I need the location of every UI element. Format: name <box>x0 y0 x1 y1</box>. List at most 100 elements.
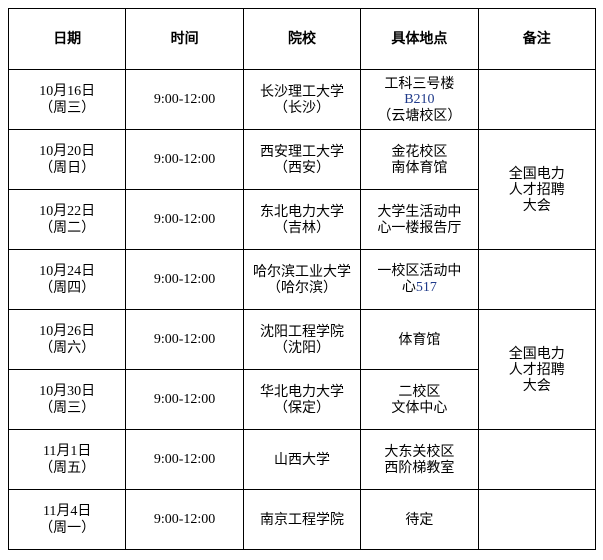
cell-line: 南京工程学院 <box>259 511 344 528</box>
header-time: 时间 <box>125 8 244 70</box>
schedule-table: 日期 时间 院校 具体地点 备注 10月16日 （周三） 9:00-12:00 长… <box>7 8 597 550</box>
cell-line: 全国电力 <box>508 165 565 182</box>
cell-line: （西安） <box>273 159 330 176</box>
cell-line: 工科三号楼 <box>384 75 455 92</box>
cell-line: 人才招聘 <box>508 361 565 378</box>
cell-line: 东北电力大学 <box>259 203 344 220</box>
table-row: 10月22日 （周二） 9:00-12:00 东北电力大学 （吉林） 大学生活动中心… <box>7 189 596 250</box>
cell-line: 全国电力 <box>508 345 565 362</box>
cell-line: 二校区 <box>398 383 441 400</box>
cell-line: 人才招聘 <box>508 181 565 198</box>
school-cell: 华北电力大学 （保定） <box>242 369 362 430</box>
location-cell: 待定 <box>360 489 479 550</box>
cell-line: （周六） <box>39 339 96 356</box>
date-cell: 11月1日 （周五） <box>7 429 127 490</box>
time-cell: 9:00-12:00 <box>125 489 244 550</box>
cell-line: 心一楼报告厅 <box>377 219 462 236</box>
location-cell: 大学生活动中 心一楼报告厅 <box>360 189 479 250</box>
school-cell: 哈尔滨工业大学 （哈尔滨） <box>242 249 362 310</box>
date-cell: 10月16日 （周三） <box>7 69 127 130</box>
cell-line: （周三） <box>39 399 96 416</box>
location-cell: 一校区活动中 心517 <box>360 249 479 310</box>
time-cell: 9:00-12:00 <box>125 249 244 310</box>
cell-line: 大会 <box>522 377 551 394</box>
date-cell: 10月20日 （周日） <box>7 129 127 190</box>
school-cell: 沈阳工程学院 （沈阳） <box>242 309 362 370</box>
cell-line: 10月20日 <box>39 143 96 159</box>
cell-line: 11月4日 <box>42 503 92 519</box>
time-cell: 9:00-12:00 <box>125 369 244 430</box>
table-row: 11月4日 （周一） 9:00-12:00 南京工程学院 待定 <box>7 489 597 550</box>
cell-line: 金花校区 <box>391 143 448 160</box>
cell-line: 西阶梯教室 <box>384 459 455 476</box>
header-date: 日期 <box>7 8 127 70</box>
cell-line: （周一） <box>39 519 96 536</box>
cell-line: （周日） <box>39 159 96 176</box>
cell-line: 西安理工大学 <box>259 143 344 160</box>
room-number: 517 <box>415 280 437 295</box>
cell-line: （吉林） <box>273 219 330 236</box>
cell-line: 10月24日 <box>39 263 96 279</box>
cell-line: 长沙理工大学 <box>259 83 344 100</box>
header-row: 日期 时间 院校 具体地点 备注 <box>7 8 597 70</box>
cell-line: （周三） <box>39 99 96 116</box>
cell-line: 大会 <box>522 197 551 214</box>
remark-cell-empty <box>477 489 597 550</box>
cell-line: （沈阳） <box>273 339 330 356</box>
school-cell: 山西大学 <box>242 429 362 490</box>
table-row: 10月16日 （周三） 9:00-12:00 长沙理工大学 （长沙） 工科三号楼 B2… <box>7 69 597 130</box>
date-cell: 10月26日 （周六） <box>7 309 127 370</box>
location-cell: 体育馆 <box>360 309 479 370</box>
cell-line: 南体育馆 <box>391 159 448 176</box>
header-location: 具体地点 <box>360 8 479 70</box>
time-cell: 9:00-12:00 <box>125 189 244 250</box>
cell-line: 哈尔滨工业大学 <box>252 263 351 280</box>
cell-line: B210 <box>404 91 435 107</box>
remark-cell: 全国电力 人才招聘 大会 <box>477 309 597 430</box>
time-cell: 9:00-12:00 <box>125 69 244 130</box>
cell-line: 山西大学 <box>273 451 330 468</box>
cell-line: 沈阳工程学院 <box>259 323 344 340</box>
time-cell: 9:00-12:00 <box>125 429 244 490</box>
cell-line: 华北电力大学 <box>259 383 344 400</box>
location-cell: 工科三号楼 B210 （云塘校区） <box>360 69 479 130</box>
cell-line: （周四） <box>39 279 96 296</box>
table-row: 10月20日 （周日） 9:00-12:00 西安理工大学 （西安） 金花校区 南体育… <box>7 129 597 250</box>
school-cell: 长沙理工大学 （长沙） <box>242 69 362 130</box>
remark-cell-empty <box>477 69 597 130</box>
cell-line: 待定 <box>405 511 434 528</box>
table-row: 11月1日 （周五） 9:00-12:00 山西大学 大东关校区 西阶梯教室 <box>7 429 597 490</box>
time-cell: 9:00-12:00 <box>125 309 244 370</box>
cell-line: （保定） <box>273 399 330 416</box>
cell-line: 大学生活动中 <box>377 203 462 220</box>
cell-line: 11月1日 <box>42 443 92 459</box>
location-cell: 金花校区 南体育馆 <box>360 129 479 190</box>
date-cell: 10月24日 （周四） <box>7 249 127 310</box>
cell-line: 大东关校区 <box>384 443 455 460</box>
cell-line: 10月22日 <box>39 203 96 219</box>
date-cell: 10月22日 （周二） <box>7 189 127 250</box>
header-school: 院校 <box>242 8 362 70</box>
cell-line: （云塘校区） <box>377 107 462 124</box>
cell-line: 体育馆 <box>398 331 441 348</box>
cell-line: 10月16日 <box>39 83 96 99</box>
cell-line: （长沙） <box>273 99 330 116</box>
cell-line: 文体中心 <box>391 399 448 416</box>
school-cell: 南京工程学院 <box>242 489 362 550</box>
location-cell: 二校区 文体中心 <box>360 369 479 430</box>
date-cell: 11月4日 （周一） <box>7 489 127 550</box>
cell-line: （周五） <box>39 459 96 476</box>
cell-line: 心517 <box>401 279 437 295</box>
cell-line: （周二） <box>39 219 96 236</box>
remark-cell-empty <box>477 429 597 490</box>
time-cell: 9:00-12:00 <box>125 129 244 190</box>
table-row: 10月26日 （周六） 9:00-12:00 沈阳工程学院 （沈阳） 体育馆 全国电… <box>7 309 597 430</box>
remark-cell-empty <box>477 249 597 310</box>
remark-cell: 全国电力 人才招聘 大会 <box>477 129 597 250</box>
date-cell: 10月30日 （周三） <box>7 369 127 430</box>
school-cell: 东北电力大学 （吉林） <box>242 189 362 250</box>
cell-line: 10月30日 <box>39 383 96 399</box>
table-row: 10月30日 （周三） 9:00-12:00 华北电力大学 （保定） 二校区 文体中心 <box>7 369 596 430</box>
cell-line: 一校区活动中 <box>377 263 462 279</box>
cell-line: 10月26日 <box>39 323 96 339</box>
